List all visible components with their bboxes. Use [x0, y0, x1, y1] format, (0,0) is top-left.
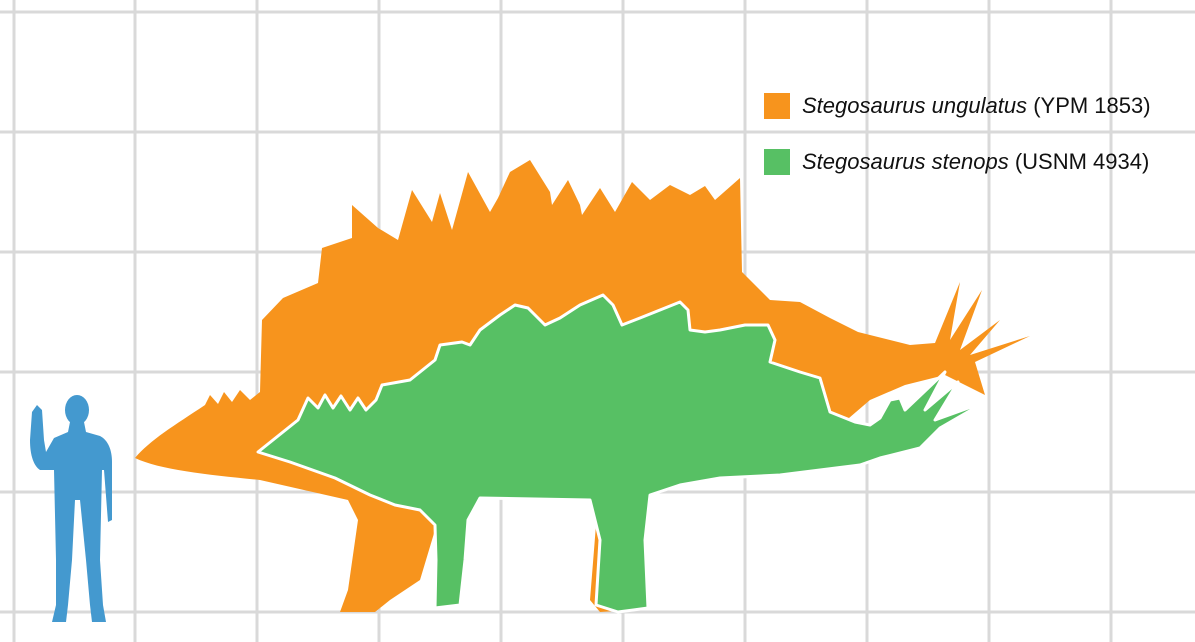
- legend-label: Stegosaurus stenops (USNM 4934): [802, 149, 1149, 175]
- species-name: Stegosaurus ungulatus: [802, 93, 1028, 118]
- human-silhouette: [30, 395, 112, 622]
- specimen-id: (USNM 4934): [1014, 149, 1150, 174]
- legend-item-stenops: Stegosaurus stenops (USNM 4934): [764, 148, 1151, 176]
- species-name: Stegosaurus stenops: [802, 149, 1009, 174]
- legend-item-ungulatus: Stegosaurus ungulatus (YPM 1853): [764, 92, 1151, 120]
- stegosaurus-stenops-silhouette: [256, 293, 987, 614]
- legend-swatch-green: [764, 149, 790, 175]
- specimen-id: (YPM 1853): [1033, 93, 1151, 118]
- legend-swatch-orange: [764, 93, 790, 119]
- legend: Stegosaurus ungulatus (YPM 1853) Stegosa…: [764, 92, 1151, 204]
- legend-label: Stegosaurus ungulatus (YPM 1853): [802, 93, 1151, 119]
